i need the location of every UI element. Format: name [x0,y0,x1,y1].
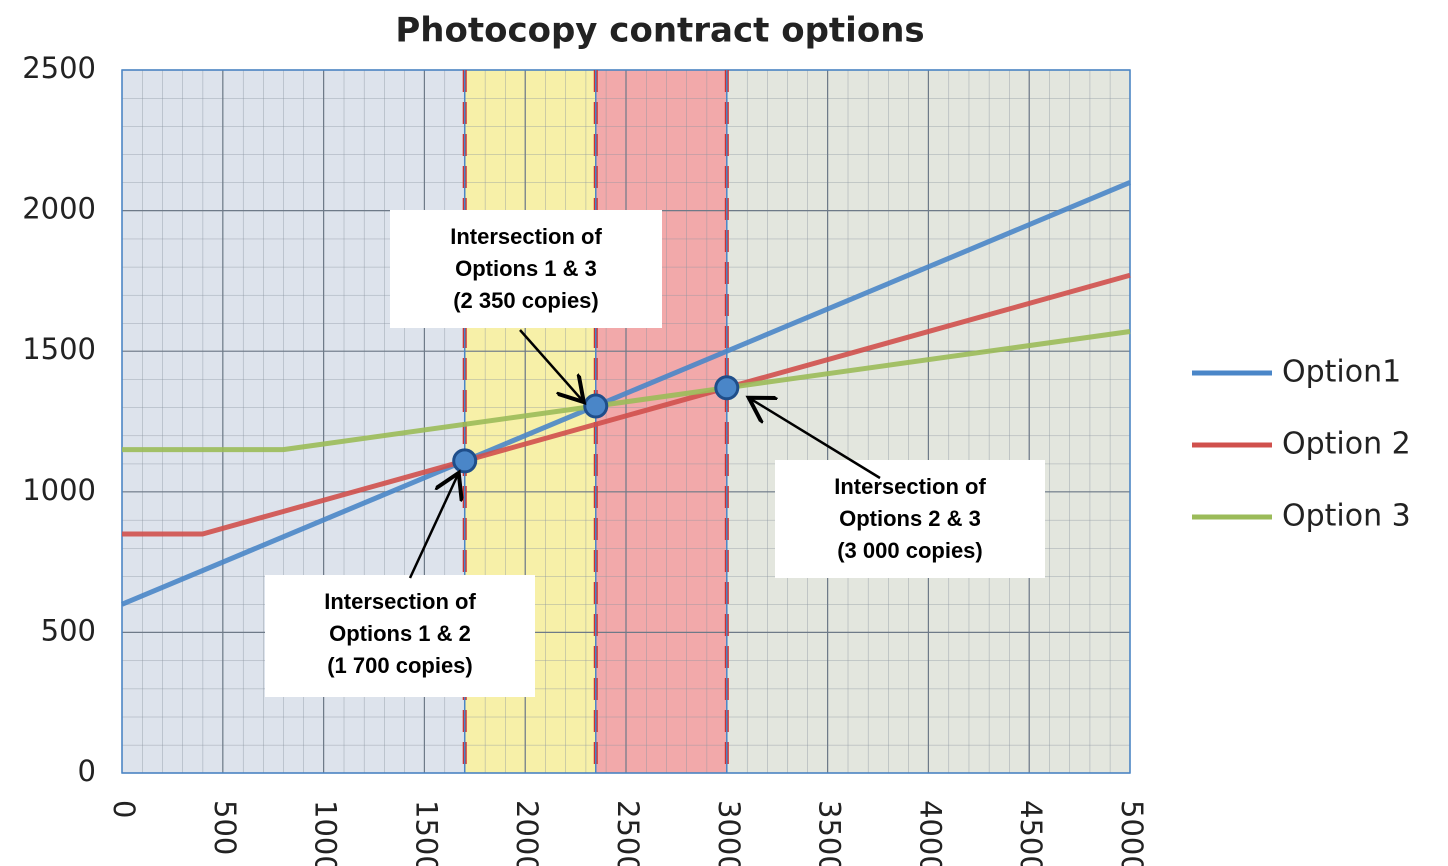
x-tick-label: 1500 [409,800,443,866]
x-tick-label: 500 [208,800,242,855]
x-tick-label: 3000 [712,800,746,866]
x-tick-label: 2000 [510,800,544,866]
legend-label: Option 3 [1282,499,1411,534]
chart-title: Photocopy contract options [395,11,924,51]
intersection-point [583,393,609,419]
annotation-text: Options 2 & 3 [839,506,981,531]
x-tick-label: 4500 [1014,800,1048,866]
series-line [122,329,1131,453]
annotation-text: (1 700 copies) [327,653,473,678]
intersection-point [452,448,478,474]
series-line [121,180,1131,607]
y-tick-label: 2500 [22,51,96,85]
series-line [122,272,1131,537]
y-tick-label: 1000 [22,473,96,507]
annotation-text: (3 000 copies) [837,538,983,563]
x-tick-label: 5000 [1115,800,1149,866]
y-tick-label: 2000 [22,192,96,226]
annotation-text: Intersection of [450,224,602,249]
y-tick-label: 1500 [22,332,96,366]
legend-label: Option1 [1282,355,1401,390]
x-tick-label: 0 [107,800,141,818]
annotation-text: (2 350 copies) [453,288,599,313]
x-tick-label: 2500 [611,800,645,866]
annotation-box [265,575,535,697]
annotation-arrow [519,329,584,402]
annotation-text: Options 1 & 3 [455,256,597,281]
x-tick-label: 1000 [309,800,343,866]
y-tick-label: 500 [41,613,96,647]
annotation-arrow [408,473,459,579]
grid [121,69,1131,774]
annotation-text: Intersection of [324,589,476,614]
x-tick-label: 4000 [913,800,947,866]
x-tick-label: 3500 [813,800,847,866]
y-tick-label: 0 [78,754,96,788]
legend-label: Option 2 [1282,427,1411,462]
annotations: Intersection of Options 1 & 2 (1 700 copie… [265,210,1045,697]
plot-frame [121,69,1131,774]
annotation-text: Options 1 & 2 [329,621,471,646]
annotation-box [775,460,1045,578]
annotation-box [390,210,662,328]
lines [121,70,1131,773]
intersection-point [714,375,740,401]
annotation-text: Intersection of [834,474,986,499]
annotation-arrow [749,398,881,480]
